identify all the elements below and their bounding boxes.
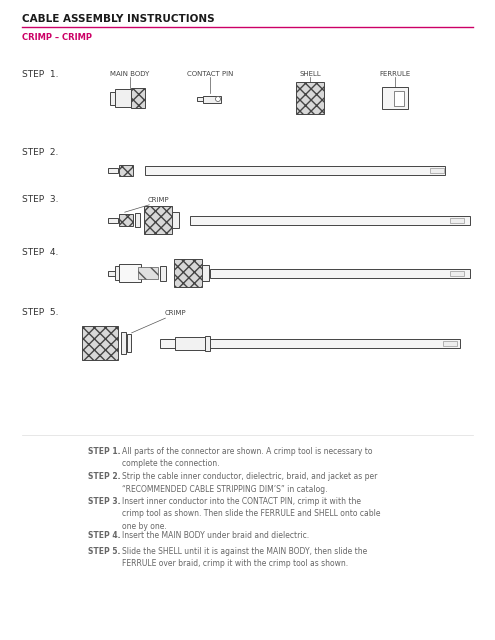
Bar: [144, 206, 172, 234]
Text: Slide the SHELL until it is against the MAIN BODY, then slide the
FERRULE over b: Slide the SHELL until it is against the …: [122, 547, 367, 568]
Text: STEP 5.: STEP 5.: [88, 547, 120, 556]
Bar: [190, 216, 470, 225]
Bar: [430, 168, 444, 173]
Bar: [160, 266, 166, 280]
Bar: [197, 97, 203, 101]
Bar: [120, 332, 126, 354]
Text: Insert inner conductor into the CONTACT PIN, crimp it with the
crimp tool as sho: Insert inner conductor into the CONTACT …: [122, 497, 381, 531]
Text: Strip the cable inner conductor, dielectric, braid, and jacket as per
“RECOMMEND: Strip the cable inner conductor, dielect…: [122, 472, 377, 493]
Bar: [119, 164, 133, 175]
Bar: [138, 267, 158, 279]
Bar: [108, 218, 118, 223]
Text: MAIN BODY: MAIN BODY: [110, 71, 149, 77]
Text: CRIMP – CRIMP: CRIMP – CRIMP: [22, 33, 92, 42]
Text: CRIMP: CRIMP: [165, 310, 187, 316]
Bar: [382, 87, 408, 109]
Text: SHELL: SHELL: [299, 71, 321, 77]
Bar: [204, 335, 209, 351]
Bar: [82, 326, 118, 360]
Bar: [160, 339, 460, 348]
Bar: [115, 266, 119, 280]
Text: STEP  2.: STEP 2.: [22, 148, 58, 157]
Text: All parts of the connector are shown. A crimp tool is necessary to
complete the : All parts of the connector are shown. A …: [122, 447, 373, 468]
Text: Insert the MAIN BODY under braid and dielectric.: Insert the MAIN BODY under braid and die…: [122, 531, 309, 541]
Text: CRIMP: CRIMP: [148, 197, 170, 203]
Bar: [115, 89, 131, 107]
Bar: [109, 92, 114, 104]
Bar: [450, 271, 464, 275]
Text: STEP 3.: STEP 3.: [88, 497, 120, 506]
Text: STEP 4.: STEP 4.: [88, 531, 120, 541]
Text: STEP  5.: STEP 5.: [22, 308, 58, 317]
Bar: [296, 82, 324, 114]
Text: STEP  3.: STEP 3.: [22, 195, 58, 204]
Circle shape: [215, 97, 220, 102]
Bar: [127, 334, 131, 352]
Bar: [171, 212, 179, 228]
Text: STEP  4.: STEP 4.: [22, 248, 58, 257]
Bar: [201, 265, 208, 281]
Text: STEP  1.: STEP 1.: [22, 70, 58, 79]
Bar: [119, 264, 141, 282]
Bar: [131, 88, 145, 108]
Bar: [108, 271, 118, 275]
Bar: [203, 95, 221, 102]
Bar: [443, 340, 457, 346]
Bar: [175, 337, 205, 349]
Text: STEP 1.: STEP 1.: [88, 447, 120, 456]
Text: CONTACT PIN: CONTACT PIN: [187, 71, 233, 77]
Bar: [119, 214, 133, 226]
Bar: [210, 269, 470, 278]
Bar: [135, 213, 140, 227]
Bar: [394, 90, 404, 106]
Text: STEP 2.: STEP 2.: [88, 472, 120, 481]
Bar: [174, 259, 202, 287]
Bar: [145, 166, 445, 175]
Bar: [108, 168, 118, 173]
Text: CABLE ASSEMBLY INSTRUCTIONS: CABLE ASSEMBLY INSTRUCTIONS: [22, 14, 215, 24]
Text: FERRULE: FERRULE: [379, 71, 411, 77]
Bar: [450, 218, 464, 223]
